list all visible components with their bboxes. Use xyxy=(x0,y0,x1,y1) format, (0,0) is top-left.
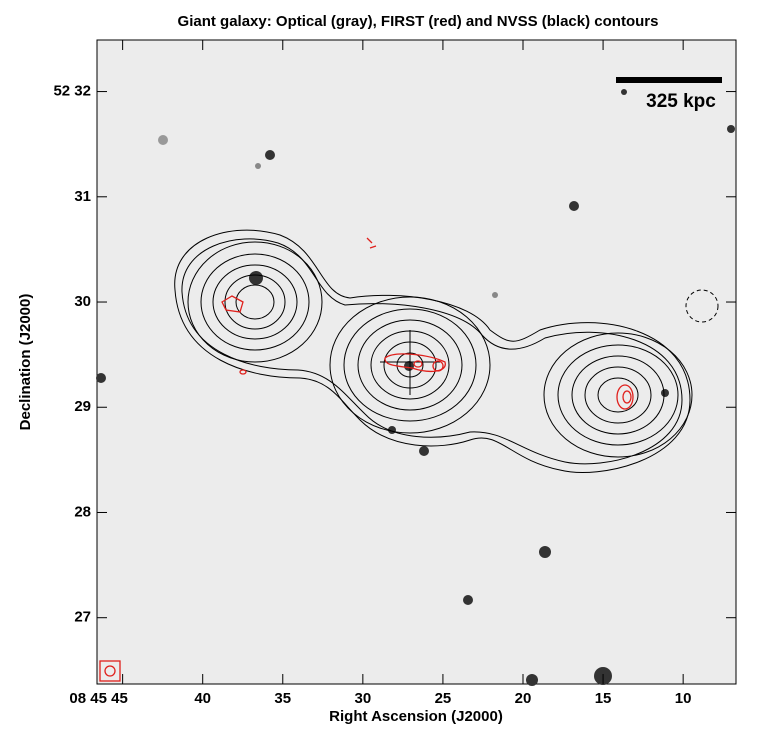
x-tick-label: 25 xyxy=(435,690,452,707)
scale-bar-label: 325 kpc xyxy=(646,91,716,112)
x-tick-label: 35 xyxy=(274,690,291,707)
chart-title: Giant galaxy: Optical (gray), FIRST (red… xyxy=(178,13,659,30)
x-tick-label: 40 xyxy=(194,690,211,707)
y-tick-label: 29 xyxy=(74,398,91,415)
nvss-contours xyxy=(174,229,719,473)
y-tick-label: 30 xyxy=(74,293,91,310)
x-tick-label: 20 xyxy=(515,690,532,707)
x-tick-label: 30 xyxy=(355,690,372,707)
x-tick-label: 08 45 45 xyxy=(69,690,127,707)
y-tick-label: 27 xyxy=(74,609,91,626)
y-tick-label: 31 xyxy=(74,188,91,205)
x-tick-label: 15 xyxy=(595,690,612,707)
y-axis-label: Declination (J2000) xyxy=(17,294,34,431)
y-tick-label: 28 xyxy=(74,503,91,520)
y-tick-label: 52 32 xyxy=(53,83,91,100)
stars xyxy=(96,89,735,686)
x-tick-label: 10 xyxy=(675,690,692,707)
x-axis-label: Right Ascension (J2000) xyxy=(329,708,503,725)
first-contours xyxy=(99,237,634,682)
